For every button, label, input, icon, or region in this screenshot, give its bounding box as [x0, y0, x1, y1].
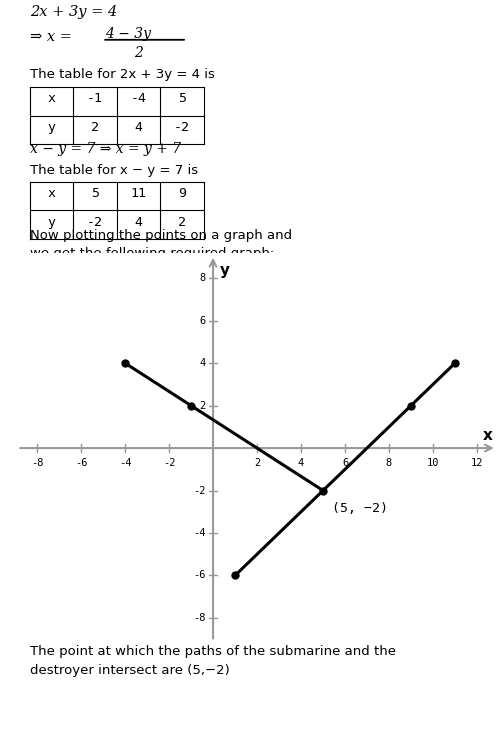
Text: 12: 12	[471, 458, 483, 467]
Text: 5: 5	[178, 93, 186, 105]
Text: x − y = 7 ⇒ x = y + 7: x − y = 7 ⇒ x = y + 7	[30, 142, 181, 156]
Text: The table for 2x + 3y = 4 is: The table for 2x + 3y = 4 is	[30, 68, 215, 82]
Text: -1: -1	[87, 93, 103, 105]
Text: y: y	[47, 121, 55, 134]
Text: 5: 5	[91, 187, 99, 200]
Text: 2: 2	[134, 46, 143, 60]
Text: -2: -2	[193, 486, 205, 495]
Text: (5, −2): (5, −2)	[332, 502, 388, 515]
Text: x: x	[483, 428, 493, 442]
Text: 2: 2	[91, 121, 99, 134]
Text: 2: 2	[199, 401, 205, 411]
Text: -4: -4	[193, 528, 205, 538]
Text: The point at which the paths of the submarine and the
destroyer intersect are (5: The point at which the paths of the subm…	[30, 645, 396, 677]
Text: 11: 11	[131, 187, 147, 200]
Text: 2: 2	[254, 458, 260, 467]
Text: -8: -8	[193, 613, 205, 623]
Text: -4: -4	[119, 458, 132, 467]
Text: -8: -8	[31, 458, 43, 467]
Text: 4 − 3y: 4 − 3y	[105, 27, 151, 41]
Text: -2: -2	[163, 458, 175, 467]
Text: The table for x − y = 7 is: The table for x − y = 7 is	[30, 165, 198, 177]
Text: -2: -2	[87, 215, 103, 229]
Text: ⇒ x =: ⇒ x =	[30, 30, 76, 44]
Text: 6: 6	[342, 458, 348, 467]
Text: -4: -4	[131, 93, 147, 105]
Text: 2x + 3y = 4: 2x + 3y = 4	[30, 5, 117, 19]
Text: 4: 4	[135, 215, 143, 229]
Text: 8: 8	[386, 458, 392, 467]
Text: x: x	[47, 187, 55, 200]
Text: 6: 6	[199, 315, 205, 326]
Text: 10: 10	[427, 458, 439, 467]
Text: Now plotting the points on a graph and: Now plotting the points on a graph and	[30, 229, 292, 242]
Text: y: y	[47, 215, 55, 229]
Text: -6: -6	[193, 570, 205, 581]
Text: -2: -2	[174, 121, 190, 134]
Text: 4: 4	[298, 458, 304, 467]
Text: 4: 4	[135, 121, 143, 134]
Text: y: y	[220, 263, 230, 279]
Text: 9: 9	[178, 187, 186, 200]
Text: 2: 2	[178, 215, 186, 229]
Text: 4: 4	[199, 358, 205, 368]
Text: we get the following required graph:: we get the following required graph:	[30, 246, 274, 259]
Text: x: x	[47, 93, 55, 105]
Text: 8: 8	[199, 273, 205, 283]
Text: -6: -6	[75, 458, 87, 467]
